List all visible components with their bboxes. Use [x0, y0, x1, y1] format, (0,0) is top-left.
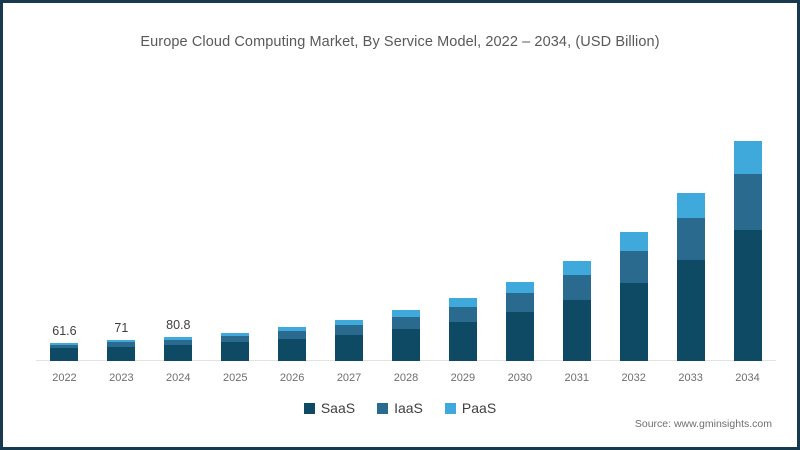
x-tick-2023: 2023	[109, 372, 134, 384]
bar-segment-iaas-2031[interactable]	[562, 274, 591, 300]
bar-segment-paas-2022[interactable]	[50, 342, 79, 345]
stacked-bar[interactable]	[335, 319, 364, 361]
bar-segment-saas-2030[interactable]	[505, 311, 534, 361]
x-tick-2030: 2030	[507, 372, 533, 384]
legend-item-paas[interactable]: PaaS	[444, 400, 497, 416]
bar-segment-paas-2031[interactable]	[562, 260, 591, 275]
bar-segment-paas-2029[interactable]	[448, 298, 477, 307]
bar-segment-iaas-2023[interactable]	[107, 342, 136, 347]
bar-segment-paas-2030[interactable]	[505, 281, 534, 293]
bar-segment-iaas-2025[interactable]	[221, 335, 250, 343]
source-note: Source: www.gminsights.com	[634, 418, 772, 430]
stacked-bar[interactable]	[676, 193, 705, 361]
stacked-bar[interactable]	[278, 327, 307, 361]
legend-swatch-icon-saas	[303, 402, 315, 414]
bar-group-2028[interactable]	[379, 76, 433, 361]
stacked-bar[interactable]	[392, 310, 420, 361]
bar-group-2024[interactable]: 80.8	[151, 76, 205, 361]
legend-label: IaaS	[394, 400, 423, 416]
bar-segment-saas-2024[interactable]	[164, 344, 193, 361]
bar-segment-paas-2033[interactable]	[676, 193, 705, 218]
bar-group-2023[interactable]: 71	[94, 76, 148, 361]
bar-segment-saas-2028[interactable]	[392, 328, 420, 361]
legend-swatch-icon-iaas	[377, 402, 389, 414]
bar-group-2027[interactable]	[322, 76, 376, 361]
stacked-bar[interactable]	[619, 232, 648, 361]
bar-segment-iaas-2028[interactable]	[392, 316, 420, 329]
stacked-bar[interactable]	[505, 281, 534, 361]
bar-segment-iaas-2033[interactable]	[676, 217, 705, 260]
bar-segment-paas-2023[interactable]	[107, 339, 136, 343]
bar-segment-paas-2025[interactable]	[221, 332, 250, 336]
stacked-bar[interactable]	[733, 141, 762, 361]
bar-segment-paas-2028[interactable]	[392, 310, 420, 317]
stacked-bar[interactable]	[448, 298, 477, 361]
bar-segment-saas-2029[interactable]	[448, 321, 477, 361]
legend-label: SaaS	[320, 400, 356, 416]
legend-item-iaas[interactable]: IaaS	[377, 400, 423, 416]
chart-canvas: Europe Cloud Computing Market, By Servic…	[6, 6, 794, 444]
bar-group-2030[interactable]	[493, 76, 547, 361]
x-tick-2026: 2026	[279, 372, 305, 384]
bar-segment-paas-2024[interactable]	[164, 336, 193, 340]
x-tick-2033: 2033	[678, 372, 703, 384]
bar-segment-iaas-2027[interactable]	[335, 325, 364, 335]
legend-item-saas[interactable]: SaaS	[303, 400, 356, 416]
bar-segment-paas-2026[interactable]	[278, 327, 307, 332]
bar-segment-paas-2027[interactable]	[335, 319, 364, 326]
bar-group-2031[interactable]	[550, 76, 604, 361]
x-tick-2032: 2032	[621, 372, 646, 384]
bar-segment-iaas-2024[interactable]	[164, 339, 193, 345]
bar-value-label-2023: 71	[114, 320, 129, 335]
bar-segment-iaas-2029[interactable]	[448, 306, 477, 322]
stacked-bar[interactable]	[50, 342, 79, 361]
bar-segment-saas-2023[interactable]	[107, 346, 136, 361]
stacked-bar[interactable]	[562, 260, 591, 361]
x-tick-2022: 2022	[52, 372, 77, 384]
x-axis-tick-labels: 2022 2023 2024 2025 2026 2027 2028 2029 2030 2031…	[36, 372, 776, 390]
x-tick-2027: 2027	[336, 372, 362, 384]
bar-segment-saas-2027[interactable]	[335, 334, 364, 361]
bar-group-2034[interactable]	[721, 76, 775, 361]
x-tick-2029: 2029	[450, 372, 476, 384]
x-tick-2025: 2025	[222, 372, 248, 384]
chart-legend: SaaS IaaS PaaS	[6, 400, 794, 416]
bar-group-2032[interactable]	[607, 76, 661, 361]
bar-segment-saas-2031[interactable]	[562, 299, 591, 361]
bar-segment-iaas-2022[interactable]	[50, 344, 79, 349]
bar-segment-saas-2034[interactable]	[733, 230, 762, 361]
plot-area: 61.6 71 80.8	[36, 76, 776, 361]
bar-segment-iaas-2026[interactable]	[278, 331, 307, 340]
bar-value-label-2024: 80.8	[166, 317, 191, 332]
bar-segment-iaas-2034[interactable]	[733, 174, 762, 231]
bar-group-2026[interactable]	[265, 76, 319, 361]
chart-title: Europe Cloud Computing Market, By Servic…	[140, 34, 660, 50]
bar-segment-iaas-2032[interactable]	[619, 250, 648, 283]
x-tick-2028: 2028	[393, 372, 419, 384]
bar-group-2022[interactable]: 61.6	[37, 76, 91, 361]
stacked-bar[interactable]	[221, 332, 250, 361]
bar-group-2029[interactable]	[436, 76, 490, 361]
legend-label: PaaS	[461, 400, 497, 416]
bar-segment-saas-2025[interactable]	[221, 342, 250, 361]
bar-segment-paas-2034[interactable]	[733, 141, 762, 175]
bar-segment-saas-2026[interactable]	[278, 339, 307, 361]
bar-group-2033[interactable]	[664, 76, 718, 361]
stacked-bar[interactable]	[164, 336, 193, 361]
bar-segment-saas-2022[interactable]	[50, 348, 79, 361]
bar-segment-paas-2032[interactable]	[619, 232, 648, 251]
x-tick-2024: 2024	[166, 372, 191, 384]
x-tick-2031: 2031	[564, 372, 589, 384]
legend-swatch-icon-paas	[444, 402, 456, 414]
bar-group-2025[interactable]	[208, 76, 262, 361]
bar-value-label-2022: 61.6	[52, 323, 77, 338]
bar-segment-iaas-2030[interactable]	[505, 292, 534, 312]
x-tick-2034: 2034	[735, 372, 760, 384]
bar-segment-saas-2033[interactable]	[676, 259, 705, 361]
bar-segment-saas-2032[interactable]	[619, 282, 648, 361]
stacked-bar[interactable]	[107, 339, 136, 361]
